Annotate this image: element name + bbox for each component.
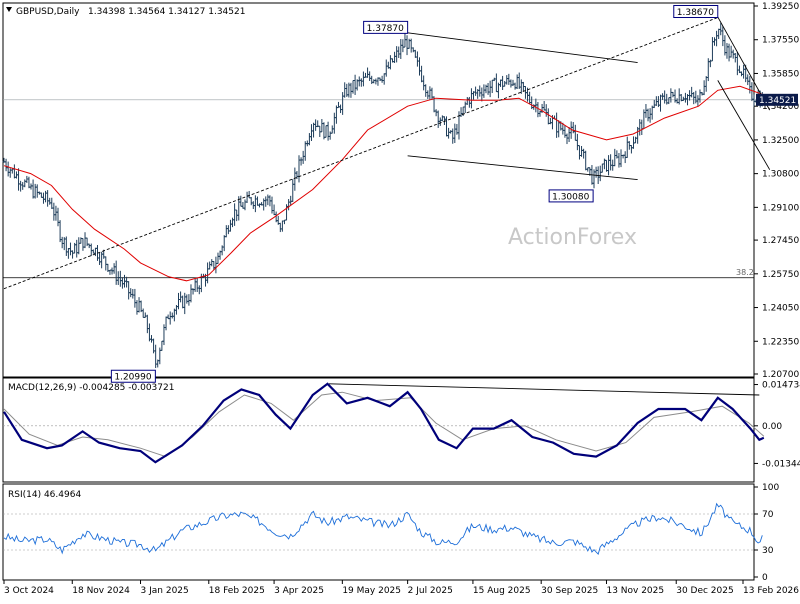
current-price-tag [756,93,798,106]
price-tick-label: 1.22350 [762,337,799,347]
date-tick-label: 2 Jul 2025 [408,586,453,596]
swing-label-box [673,5,719,19]
macd-tick-label: 0.014734 [762,381,800,391]
rsi-tick-label: 70 [762,510,774,520]
channel-upper-left [407,32,638,63]
channel-lower-left [407,155,638,181]
macd-title: MACD(12,26,9) -0.004285 -0.003721 [8,383,174,393]
swing-label: 1.37870 [367,24,404,34]
ohlc-values: 1.34398 1.34564 1.34127 1.34521 [88,7,245,17]
swing-label-box [363,20,409,34]
date-tick-label: 18 Feb 2025 [209,586,265,596]
moving-average-line [3,85,763,282]
rsi-pane [2,483,755,581]
price-tick-label: 1.20700 [762,370,799,380]
date-tick-label: 18 Nov 2024 [72,586,130,596]
macd-tick-label: -0.013442 [762,459,800,469]
watermark: ActionForex [508,225,637,250]
rsi-tick-label: 30 [762,546,774,556]
collapse-triangle-icon[interactable] [6,7,12,12]
price-tick-label: 1.37550 [762,36,799,46]
chart-header: GBPUSD,Daily 1.34398 1.34564 1.34127 1.3… [6,7,245,17]
price-pane [2,2,755,378]
price-tick-label: 1.39250 [762,2,799,12]
date-tick-label: 15 Aug 2025 [473,586,531,596]
rsi-tick-label: 100 [762,483,779,493]
price-tick-label: 1.34200 [762,102,799,112]
swing-label-box [548,189,594,203]
rising-trendline [3,17,718,290]
macd-pane [2,377,755,483]
price-tick-label: 1.27450 [762,236,799,246]
swing-label-box [110,369,156,383]
price-tick-label: 1.30800 [762,170,799,180]
macd-trendline [328,383,760,396]
fib-38-2-label: 38.2 [736,268,754,277]
swing-label: 1.30080 [552,192,589,202]
channel-lower-right [717,80,771,170]
date-tick-label: 3 Apr 2025 [274,586,324,596]
date-tick-label: 30 Sep 2025 [541,586,598,596]
price-tick-label: 1.29100 [762,203,799,213]
price-tick-label: 1.24050 [762,304,799,314]
rsi-title: RSI(14) 46.4964 [8,490,81,500]
date-tick-label: 13 Feb 2026 [743,586,799,596]
swing-label: 1.38670 [677,8,714,18]
macd-series-layer [3,382,765,464]
current-price-value: 1.34521 [759,96,796,106]
price-tick-label: 1.35850 [762,69,799,79]
swing-label: 1.20990 [114,373,151,383]
rsi-tick-label: 0 [762,573,768,583]
date-tick-label: 3 Jan 2025 [141,586,189,596]
date-tick-label: 19 May 2025 [342,586,401,596]
date-tick-label: 3 Oct 2024 [4,586,54,596]
macd-tick-label: 0.00 [762,422,782,432]
rsi-series-layer [3,502,763,555]
rsi-line [3,502,763,555]
date-tick-label: 30 Dec 2025 [676,586,734,596]
price-series-layer: 38.2 1.37870 1.38670 1.30080 1.20990 [2,5,771,383]
date-tick-label: 13 Nov 2025 [606,586,664,596]
price-tick-label: 1.32500 [762,136,799,146]
price-tick-label: 1.25750 [762,270,799,280]
axis-layer: 1.39250 1.37550 1.35850 1.34200 1.32500 1.308… [3,2,800,596]
macd-line [3,382,765,464]
symbol-label: GBPUSD,Daily [16,7,80,17]
macd-signal-line [3,391,765,458]
